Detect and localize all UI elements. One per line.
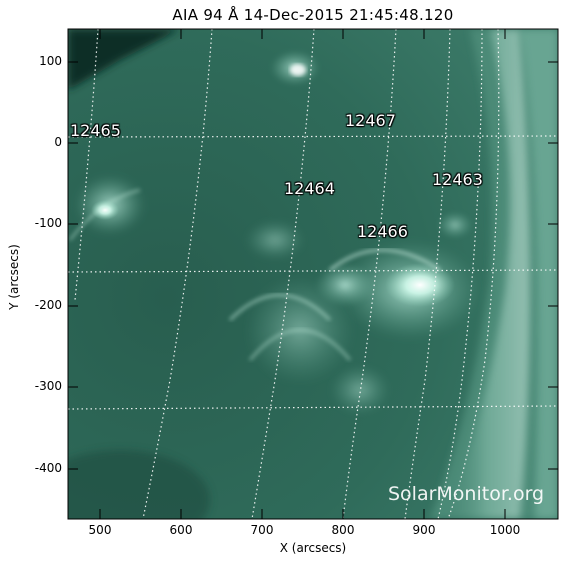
image-area [68,29,558,519]
solarmonitor-watermark: SolarMonitor.org [388,483,545,505]
x-axis-label: X (arcsecs) [279,541,347,555]
x-tick-label: 800 [331,523,355,537]
grid-lines [68,29,558,519]
y-tick-label: -100 [34,216,62,230]
grid-longitude-line [74,29,99,301]
grid-latitude-line [68,269,558,273]
active-region-label: 12464 [284,179,335,198]
grid-longitude-line [404,29,451,519]
grid-latitude-line [68,405,558,410]
grid-longitude-line [142,29,213,519]
y-tick-label: -200 [34,298,62,312]
active-region-label: 12467 [345,111,396,130]
x-tick-label: 900 [412,523,436,537]
grid-longitude-line [447,29,500,519]
x-tick-label: 700 [250,523,274,537]
active-region-label: 12465 [70,121,121,140]
y-tick-label: 100 [39,54,62,68]
plot-frame [67,28,559,520]
grid-latitude-line [68,135,558,138]
active-region-label: 12466 [357,222,408,241]
grid-longitude-line [437,29,483,519]
y-axis-label: Y (arcsecs) [7,244,21,310]
x-tick-label: 500 [88,523,112,537]
axes [67,28,559,520]
x-tick-label: 1000 [489,523,521,537]
grid-longitude-line [342,29,397,519]
active-region-label: 12463 [432,170,483,189]
y-tick-label: 0 [54,135,62,149]
y-tick-label: -300 [34,379,62,393]
grid-longitude-line [251,29,315,519]
x-tick-label: 600 [169,523,193,537]
x-major-ticks [99,29,506,519]
y-tick-label: -400 [34,461,62,475]
y-major-ticks [68,61,558,470]
image-title: AIA 94 Å 14-Dec-2015 21:45:48.120 [172,6,454,24]
